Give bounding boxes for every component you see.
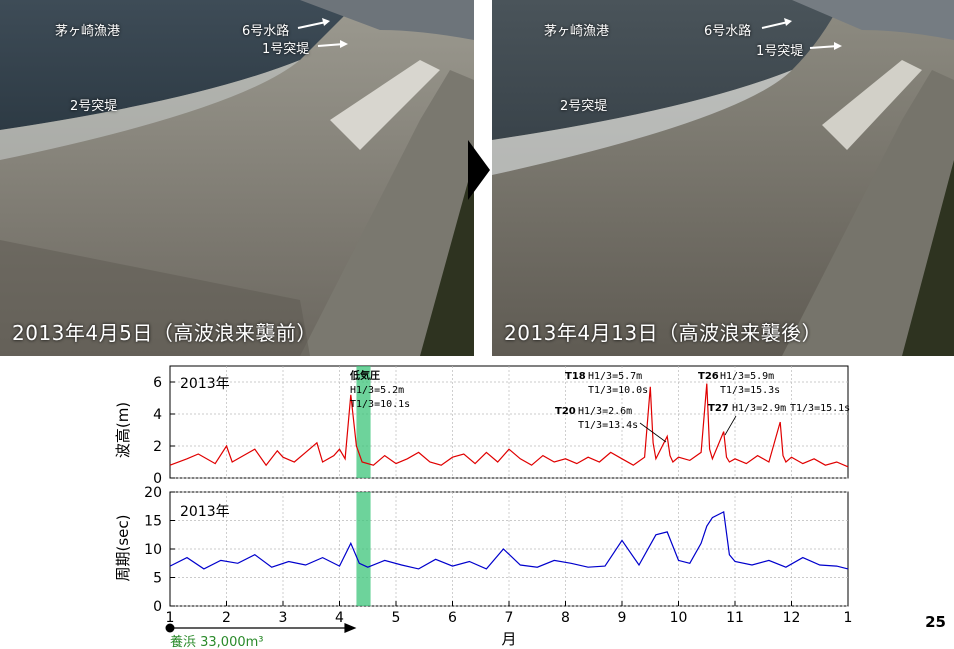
x-tick-label: 7	[505, 610, 514, 626]
photo-caption-after: 2013年4月13日（高波浪来襲後）	[504, 321, 823, 345]
photo-after: 茅ヶ崎漁港 6号水路 1号突堤 2号突堤 2013年4月13日（高波浪来襲後）	[492, 0, 954, 356]
month-axis-label: 月	[501, 630, 516, 648]
x-tick-label: 11	[726, 610, 744, 626]
annotation-t27-height: H1/3=2.9m	[732, 403, 786, 414]
annotation-t18-period: T1/3=10.0s	[588, 385, 648, 396]
x-tick-label: 1	[844, 610, 853, 626]
annotation-t27-leader	[724, 415, 737, 436]
annotation-t27-period: T1/3=15.1s	[790, 403, 850, 414]
nourishment-label: 養浜 33,000m³	[170, 634, 264, 649]
annotation-t20-leader	[639, 422, 667, 443]
annotation-t18-name: T18	[565, 371, 586, 382]
wave-height-panel: 0 2 4 6 2013年 波高(m) 低気圧 H1/3=5.2m T1/3=10.1…	[114, 365, 850, 487]
period-axis-label: 周期(sec)	[114, 515, 132, 582]
period-year-label: 2013年	[180, 504, 230, 520]
annotation-low-pressure-period: T1/3=10.1s	[350, 399, 410, 410]
annotation-low-pressure-name: 低気圧	[349, 369, 380, 382]
x-tick-label: 8	[561, 610, 570, 626]
annotation-t27-name: T27	[708, 403, 729, 414]
y-tick-label: 20	[144, 485, 162, 501]
label-channel-6: 6号水路	[704, 24, 752, 39]
annotation-t20-height: H1/3=2.6m	[578, 406, 632, 417]
label-channel-6: 6号水路	[242, 24, 290, 39]
period-line	[169, 510, 849, 570]
x-tick-label: 3	[279, 610, 288, 626]
y-tick-label: 2	[153, 439, 162, 455]
annotation-t26-period: T1/3=15.3s	[720, 385, 780, 396]
pointer-arrows	[297, 18, 348, 48]
x-tick-label: 2	[222, 610, 231, 626]
y-tick-label: 15	[144, 514, 162, 530]
page-number: 25	[925, 613, 946, 631]
annotation-t20-period: T1/3=13.4s	[578, 420, 638, 431]
wave-year-label: 2013年	[180, 376, 230, 392]
y-tick-label: 0	[153, 599, 162, 615]
x-tick-label: 9	[618, 610, 627, 626]
x-tick-label: 10	[670, 610, 688, 626]
pointer-arrows	[761, 18, 842, 50]
label-jetty-1: 1号突堤	[756, 44, 804, 59]
y-tick-label: 10	[144, 542, 162, 558]
y-tick-label: 6	[153, 375, 162, 391]
wave-charts: 0 2 4 6 2013年 波高(m) 低気圧 H1/3=5.2m T1/3=10.1…	[114, 365, 852, 649]
photo-before: 茅ヶ崎漁港 6号水路 1号突堤 2号突堤 2013年4月5日（高波浪来襲前）	[0, 0, 474, 356]
label-jetty-2: 2号突堤	[560, 99, 608, 114]
annotation-t26-height: H1/3=5.9m	[720, 371, 774, 382]
y-tick-label: 5	[153, 571, 162, 587]
annotation-t26-name: T26	[698, 371, 719, 382]
label-fishing-port: 茅ヶ崎漁港	[544, 24, 610, 39]
wave-height-axis-label: 波高(m)	[114, 402, 132, 458]
chevron-right-icon	[468, 140, 490, 200]
annotation-t18-height: H1/3=5.7m	[588, 371, 642, 382]
low-pressure-highlight	[356, 492, 371, 606]
y-tick-label: 0	[153, 471, 162, 487]
y-tick-label: 4	[153, 407, 162, 423]
x-tick-label: 4	[335, 610, 344, 626]
label-fishing-port: 茅ヶ崎漁港	[55, 24, 121, 39]
low-pressure-highlight	[356, 366, 371, 478]
photo-caption-before: 2013年4月5日（高波浪来襲前）	[12, 321, 317, 345]
x-tick-label: 6	[448, 610, 457, 626]
x-tick-label: 12	[783, 610, 801, 626]
annotation-t20-name: T20	[555, 406, 576, 417]
annotation-low-pressure-height: H1/3=5.2m	[350, 385, 404, 396]
label-jetty-2: 2号突堤	[70, 99, 118, 114]
wave-height-line	[169, 383, 849, 468]
x-tick-label: 5	[392, 610, 401, 626]
x-tick-label: 1	[166, 610, 175, 626]
label-jetty-1: 1号突堤	[262, 42, 310, 57]
nourishment-arrow	[165, 623, 357, 633]
